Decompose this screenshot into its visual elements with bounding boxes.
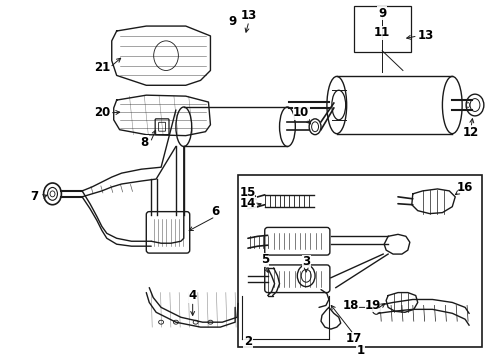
Text: 16: 16	[456, 181, 472, 194]
Text: 4: 4	[188, 289, 196, 302]
Text: 8: 8	[140, 136, 148, 149]
Text: 18: 18	[342, 299, 358, 312]
Text: 20: 20	[94, 107, 110, 120]
Text: 19: 19	[365, 299, 381, 312]
Text: 11: 11	[373, 27, 389, 40]
Text: 3: 3	[302, 256, 309, 269]
Text: 9: 9	[227, 15, 236, 28]
Text: 13: 13	[240, 9, 257, 22]
Text: 5: 5	[260, 253, 268, 266]
Text: 1: 1	[356, 344, 364, 357]
Text: 9: 9	[377, 7, 386, 20]
Text: 10: 10	[292, 107, 309, 120]
Bar	[353, 6, 410, 52]
Text: 14: 14	[239, 197, 256, 210]
Text: 12: 12	[462, 126, 478, 139]
Text: 13: 13	[417, 30, 433, 42]
Text: 7: 7	[31, 190, 39, 203]
Text: 21: 21	[94, 61, 110, 74]
Text: 17: 17	[345, 333, 361, 346]
Text: 6: 6	[211, 205, 219, 218]
Text: 2: 2	[244, 336, 251, 348]
Text: 15: 15	[239, 186, 256, 199]
Bar	[238, 175, 481, 347]
